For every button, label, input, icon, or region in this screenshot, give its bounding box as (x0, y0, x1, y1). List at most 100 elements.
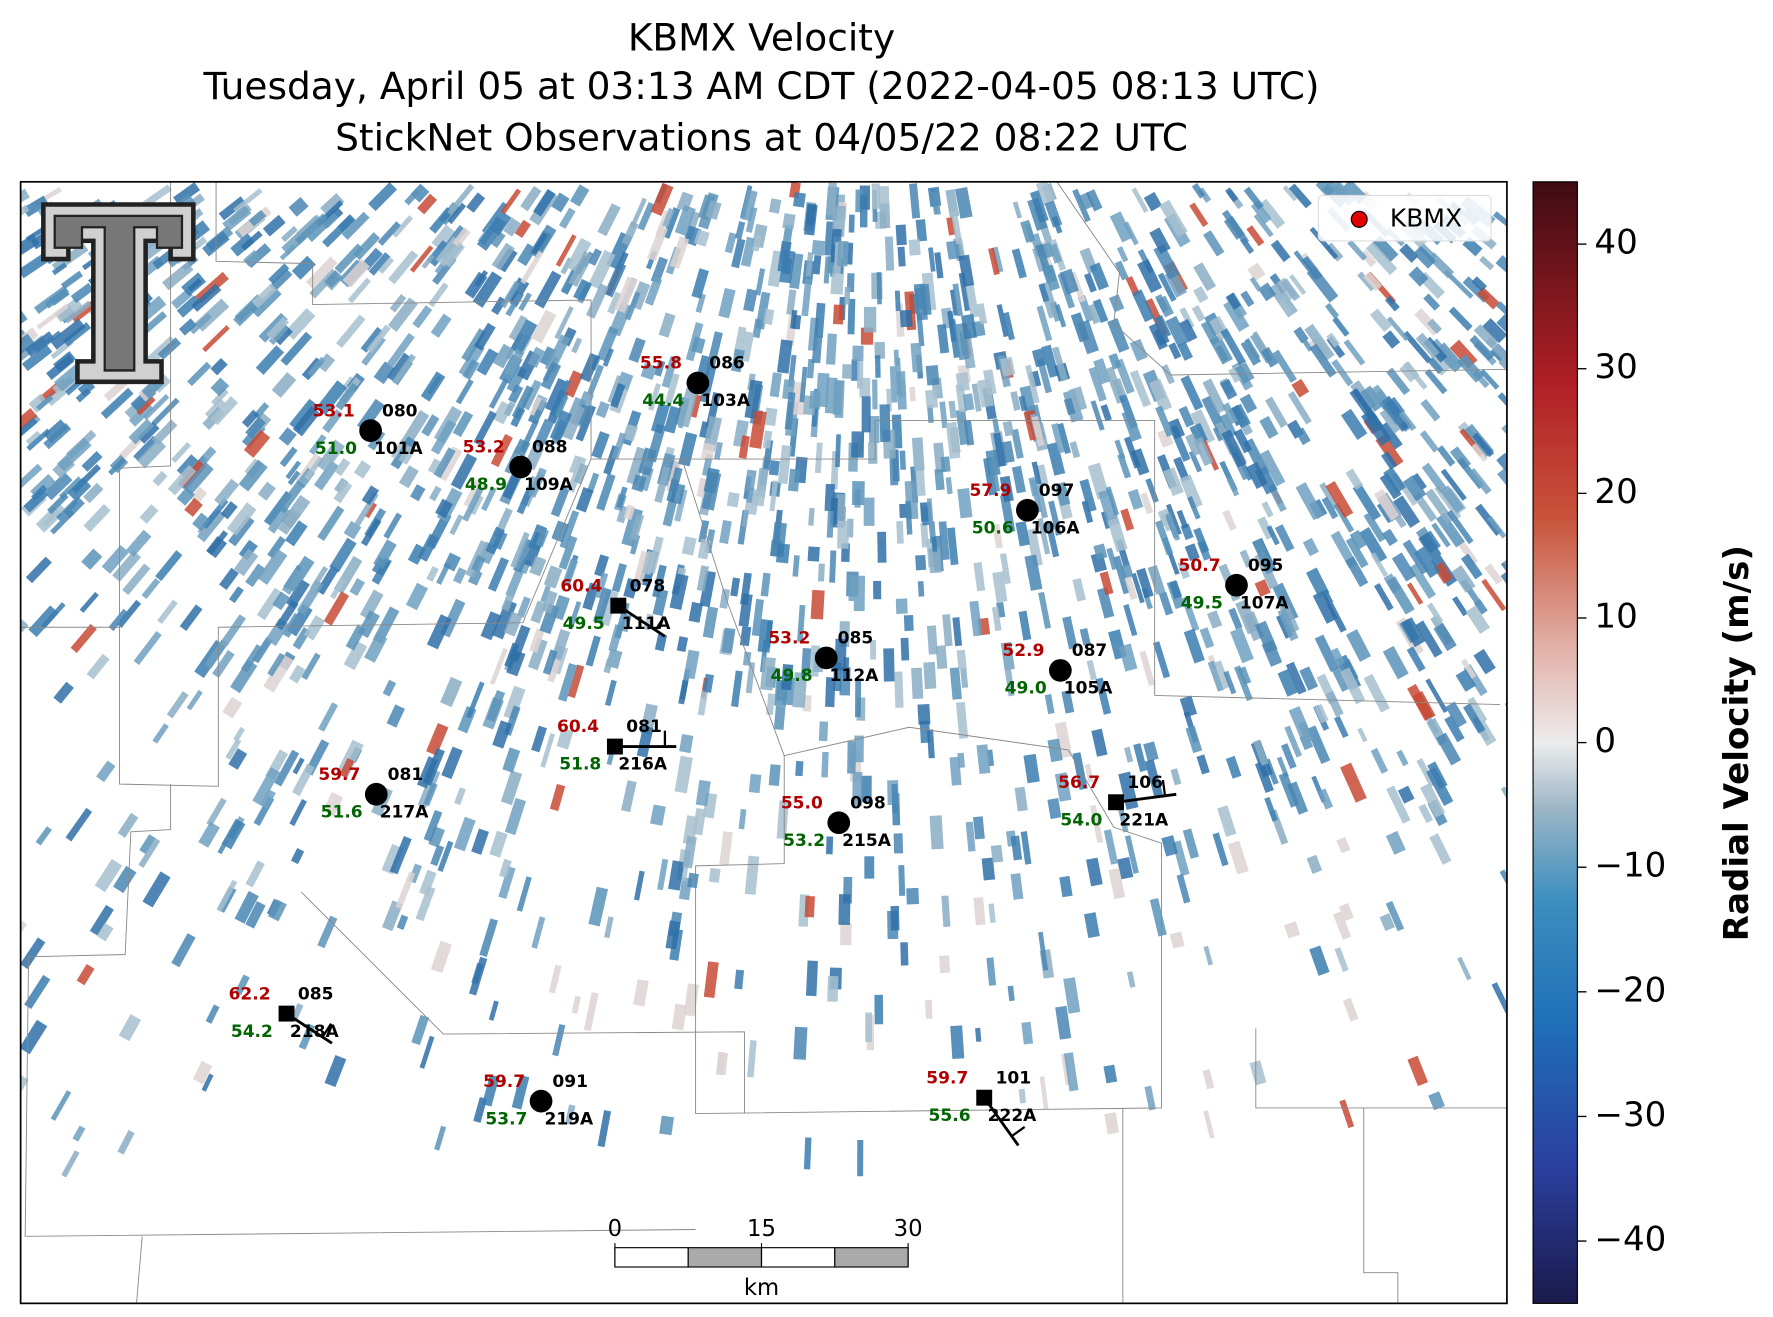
radar-gate (1168, 418, 1185, 439)
radar-gate (89, 904, 114, 936)
observation-time: StickNet Observations at 04/05/22 08:22 … (335, 115, 1188, 159)
radar-gate (1306, 854, 1323, 874)
radar-gate (333, 480, 353, 504)
radar-gate (1429, 833, 1452, 865)
radar-gate (1191, 305, 1206, 322)
radar-gate (1370, 552, 1389, 578)
radar-gate (1347, 239, 1368, 261)
radar-gate (1336, 836, 1351, 854)
radar-gate (133, 631, 162, 665)
radar-gate (596, 473, 616, 511)
radar-gate (679, 733, 694, 754)
radar-gate (597, 203, 621, 237)
radar-gate (662, 207, 675, 228)
radar-gate (500, 188, 522, 215)
radar-gate (1386, 367, 1411, 396)
radar-gate (152, 723, 169, 744)
radar-gate (1086, 857, 1103, 887)
radar-gate (487, 557, 509, 592)
radar-gate (992, 523, 1003, 549)
radar-gate (1260, 346, 1279, 368)
radar-gate (528, 467, 547, 498)
radar-gate (749, 410, 767, 449)
radar-gate (1365, 241, 1398, 276)
radar-gate (1177, 341, 1193, 361)
radar-gate (738, 435, 750, 459)
radar-gate (811, 335, 823, 364)
radar-gate (267, 536, 286, 559)
radar-gate (630, 197, 647, 229)
radar-gate (1427, 318, 1442, 334)
radar-gate (533, 418, 555, 449)
radar-gate (1444, 715, 1465, 743)
pressure: 078 (630, 576, 666, 596)
radar-gate (1258, 198, 1286, 229)
radar-gate (228, 515, 255, 547)
radar-gate (594, 554, 610, 577)
radar-gate (79, 591, 99, 613)
radar-gate (1285, 661, 1307, 695)
radar-gate (366, 324, 391, 354)
radar-gate (419, 1035, 435, 1069)
radar-gate (1247, 262, 1266, 282)
radar-gate (826, 333, 837, 365)
radar-gate (1369, 308, 1392, 333)
radar-gate (811, 239, 826, 256)
radar-gate (1139, 650, 1156, 687)
radar-gate (893, 349, 900, 366)
radar-gate (1002, 311, 1015, 341)
radar-gate (914, 287, 928, 321)
radar-gate (1392, 495, 1421, 529)
radar-gate (550, 486, 570, 518)
radar-gate (825, 677, 836, 708)
radar-gate (468, 956, 488, 996)
radar-gate (361, 485, 380, 506)
radar-gate (1000, 641, 1015, 671)
radar-gate (368, 252, 391, 276)
radar-gate (780, 664, 794, 691)
radar-gate (911, 667, 924, 700)
radar-gate (1251, 538, 1276, 575)
radar-gate (420, 371, 446, 402)
radar-gate (206, 797, 227, 827)
radar-gate (118, 1014, 142, 1042)
radar-gate (122, 563, 151, 596)
radar-gate (392, 215, 414, 238)
radar-gate (650, 256, 668, 284)
radar-gate (1413, 492, 1438, 523)
radar-gate (848, 574, 855, 602)
radar-gate (1385, 396, 1405, 418)
radar-gate (304, 456, 324, 481)
radar-gate (1363, 673, 1390, 713)
radar-gate (1220, 328, 1247, 366)
radar-gate (1018, 610, 1032, 641)
radar-gate (435, 498, 453, 519)
radar-gate (604, 679, 617, 707)
radar-gate (529, 628, 545, 653)
radar-gate (733, 326, 747, 357)
radar-gate (1046, 442, 1066, 476)
radar-gate (462, 359, 480, 381)
radar-gate (508, 314, 528, 341)
radar-gate (624, 291, 641, 321)
radar-gate (452, 567, 467, 585)
radar-gate (285, 520, 308, 547)
radar-gate (614, 276, 638, 314)
radar-gate (792, 192, 806, 208)
radar-gate (179, 604, 203, 631)
radar-gate (1284, 725, 1303, 758)
radar-gate (428, 282, 449, 308)
radar-gate (900, 637, 910, 661)
station-marker (976, 1089, 993, 1106)
radar-gate (43, 472, 73, 501)
radar-gate (739, 626, 752, 647)
radar-gate (389, 835, 412, 875)
radar-gate (1149, 898, 1167, 937)
radar-gate (740, 189, 758, 222)
radar-gate (835, 434, 841, 468)
radar-gate (531, 916, 546, 949)
radar-gate (659, 1115, 675, 1136)
radar-gate (557, 662, 578, 702)
radar-gate (1044, 693, 1055, 715)
radar-gate (1193, 262, 1217, 292)
